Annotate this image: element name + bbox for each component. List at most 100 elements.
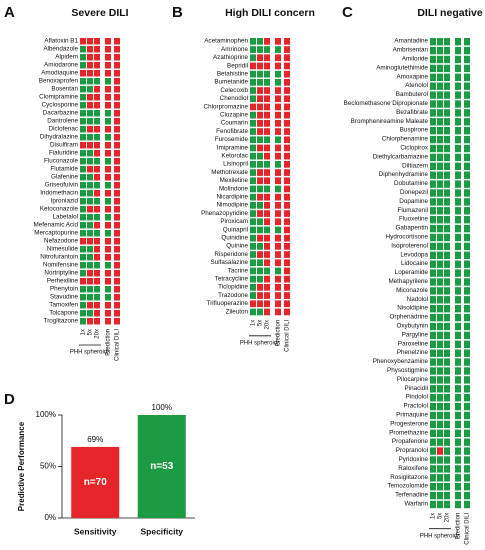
heat-cell xyxy=(257,46,263,53)
drug-name: Pargyline xyxy=(402,331,429,338)
column-label: 5x xyxy=(438,513,444,519)
drug-name: Methotrexate xyxy=(211,169,248,176)
y-axis-label: Predictive Performance xyxy=(17,421,26,511)
heat-cell xyxy=(87,62,93,69)
drug-name: Aminoglutethimide xyxy=(376,64,428,71)
heat-cell xyxy=(444,420,450,429)
heat-cell xyxy=(455,465,461,473)
heat-cell xyxy=(114,142,120,149)
heat-cell xyxy=(464,296,470,304)
heat-cell xyxy=(455,367,461,375)
heat-cell xyxy=(264,226,270,234)
drug-name: Warfarin xyxy=(404,500,428,507)
heat-cell xyxy=(105,174,111,181)
heat-cell xyxy=(250,226,256,234)
heat-cell xyxy=(444,55,450,64)
drug-name: Piroxicam xyxy=(220,218,248,225)
heat-cell xyxy=(464,402,470,411)
heat-cell xyxy=(87,174,93,181)
heat-cell xyxy=(275,300,281,308)
heat-cell xyxy=(437,411,443,420)
drug-name: Bambuterol xyxy=(396,91,428,98)
heat-cell xyxy=(264,185,270,193)
drug-name: Chenodiol xyxy=(220,95,248,102)
heat-cell xyxy=(464,242,470,251)
heat-cell xyxy=(257,103,263,111)
heat-cell xyxy=(430,251,436,259)
heat-cell xyxy=(430,322,436,331)
drug-name: Dantrolene xyxy=(47,118,78,125)
heat-cell xyxy=(444,64,450,73)
heat-cell xyxy=(257,226,263,234)
heat-cell xyxy=(455,402,461,411)
heat-cell xyxy=(444,135,450,144)
heat-cell xyxy=(444,38,450,46)
drug-name: Alpidem xyxy=(55,54,78,61)
drug-name: Ticlopidine xyxy=(218,284,248,291)
heat-cell xyxy=(444,305,450,313)
heat-cell xyxy=(437,429,443,437)
heat-cell xyxy=(264,161,270,168)
group-label: PHH spheroids xyxy=(420,533,460,539)
heat-cell xyxy=(114,246,120,253)
heat-cell xyxy=(437,153,443,162)
heat-cell xyxy=(250,152,256,160)
heat-cell xyxy=(114,150,120,157)
column-label: Clinical DILI xyxy=(285,319,291,351)
drug-name: Troglitazone xyxy=(44,318,79,325)
heat-cell xyxy=(80,110,86,117)
heat-cell xyxy=(80,158,86,165)
heat-cell xyxy=(444,349,450,357)
heat-cell xyxy=(264,54,270,62)
heat-cell xyxy=(284,226,290,234)
heat-cell xyxy=(437,216,443,224)
heat-cell xyxy=(87,134,93,141)
drug-name: Nicardipine xyxy=(217,193,249,200)
heat-cell xyxy=(94,126,100,133)
heat-cell xyxy=(444,162,450,170)
heat-cell xyxy=(430,376,436,384)
heat-cell xyxy=(430,385,436,393)
heat-cell xyxy=(275,169,281,176)
heat-cell xyxy=(430,456,436,464)
heat-cell xyxy=(80,270,86,277)
heat-cell xyxy=(275,210,281,217)
heat-cell xyxy=(464,46,470,55)
drug-name: Stavudine xyxy=(50,294,79,301)
column-label: 1x xyxy=(251,320,257,326)
heat-cell xyxy=(444,207,450,215)
heat-cell xyxy=(250,275,256,283)
heat-cell xyxy=(105,62,111,69)
drug-name: Molindone xyxy=(219,185,249,192)
column-label: 20x xyxy=(265,320,271,330)
x-tick-label: Specificity xyxy=(140,526,183,536)
heat-cell xyxy=(464,82,470,90)
heat-cell xyxy=(275,292,281,299)
heat-cell xyxy=(437,224,443,233)
drug-name: Albendazole xyxy=(43,46,78,53)
heat-cell xyxy=(264,210,270,217)
heat-cell xyxy=(430,216,436,224)
heat-cell xyxy=(437,189,443,197)
heat-cell xyxy=(80,310,86,317)
heat-cell xyxy=(94,86,100,93)
heat-cell xyxy=(444,100,450,108)
drug-name: Amodiaquine xyxy=(41,70,78,77)
drug-name: Dihydralazine xyxy=(40,134,79,141)
heat-cell xyxy=(105,86,111,93)
heat-cell xyxy=(87,94,93,101)
heat-cell xyxy=(105,214,111,221)
heat-cell xyxy=(444,394,450,402)
heat-cell xyxy=(455,162,461,170)
heat-cell xyxy=(437,420,443,429)
drug-name: Clomipramine xyxy=(39,94,78,101)
heat-cell xyxy=(250,300,256,308)
heat-cell xyxy=(114,110,120,117)
heat-cell xyxy=(275,54,281,62)
drug-name: Pindolol xyxy=(406,394,428,401)
heat-cell xyxy=(437,64,443,73)
heat-cell xyxy=(87,214,93,221)
heat-cell xyxy=(87,102,93,109)
heat-cell xyxy=(444,376,450,384)
drug-name: Methapyrilene xyxy=(388,278,428,285)
